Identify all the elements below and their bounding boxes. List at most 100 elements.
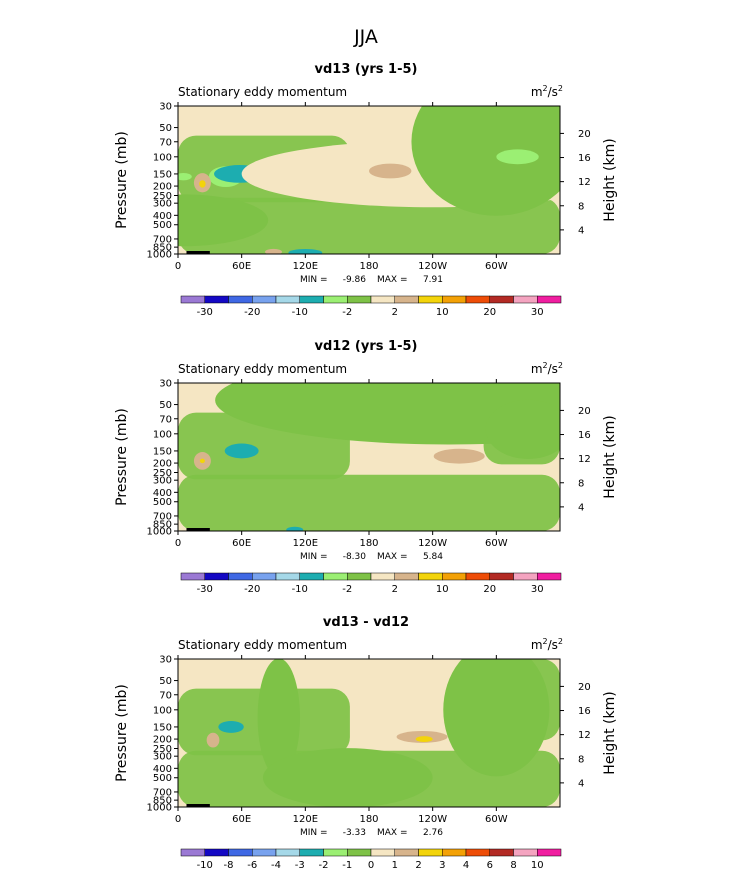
x-tick-label: 120W xyxy=(418,814,447,825)
contour-blob-4 xyxy=(433,448,485,464)
x-tick-label: 120E xyxy=(293,814,318,825)
max-value: 5.84 xyxy=(423,552,443,562)
x-tick-label: 0 xyxy=(175,261,181,272)
contour-blob-10 xyxy=(411,106,560,216)
chart-panel-1: vd13 (yrs 1-5) Stationary eddy momentum m2… xyxy=(114,62,618,318)
x-tick-label: 60W xyxy=(485,538,508,549)
colorbar-label: 2 xyxy=(415,860,421,871)
colorbar-label: -6 xyxy=(247,860,257,871)
colorbar-swatch xyxy=(347,848,372,857)
colorbar-label: -30 xyxy=(197,584,213,595)
colorbar-swatch xyxy=(275,848,300,857)
contour-blob-1 xyxy=(178,194,269,247)
chart-panel-2: vd12 (yrs 1-5) Stationary eddy momentum m2… xyxy=(114,339,618,595)
max-value: 2.76 xyxy=(423,828,443,838)
y-tick-label: 400 xyxy=(153,488,172,499)
x-tick-label: 180 xyxy=(359,538,378,549)
y-tick-label: 700 xyxy=(153,511,172,522)
colorbar-label: 6 xyxy=(487,860,493,871)
contour-blob-13 xyxy=(288,249,323,254)
y-tick-label: 250 xyxy=(153,191,172,202)
colorbar-swatch xyxy=(252,848,277,857)
y-tick-label: 70 xyxy=(159,137,172,148)
x-tick-label: 120W xyxy=(418,538,447,549)
colorbar-swatch xyxy=(204,572,229,581)
contour-band-1 xyxy=(178,474,560,531)
y-tick-label: 150 xyxy=(153,446,172,457)
height-tick-label: 12 xyxy=(578,454,591,465)
y-tick-label: 30 xyxy=(159,102,172,113)
colorbar-swatch xyxy=(394,295,419,304)
contour-blob-12 xyxy=(369,163,412,179)
colorbar-swatch xyxy=(252,295,277,304)
colorbar-swatch xyxy=(180,572,205,581)
y-tick-label: 100 xyxy=(153,705,172,716)
colorbar-label: -3 xyxy=(295,860,305,871)
contour-blob-3 xyxy=(199,458,205,464)
colorbar-label: 2 xyxy=(392,584,398,595)
colorbar-swatch xyxy=(465,848,490,857)
height-tick-label: 8 xyxy=(578,201,584,212)
y-axis-label: Pressure (mb) xyxy=(114,131,130,229)
colorbar-swatch xyxy=(370,848,395,857)
colorbar-swatch xyxy=(442,848,467,857)
colorbar-label: -20 xyxy=(244,307,260,318)
height-axis-label: Height (km) xyxy=(602,138,618,221)
min-label: MIN = xyxy=(300,828,328,838)
y-tick-label: 300 xyxy=(153,752,172,763)
colorbar-swatch xyxy=(180,295,205,304)
colorbar-swatch xyxy=(228,848,253,857)
panel-left-label: Stationary eddy momentum xyxy=(178,85,347,99)
colorbar-swatch xyxy=(299,572,324,581)
colorbar-swatch xyxy=(465,295,490,304)
y-tick-label: 50 xyxy=(159,123,172,134)
contour-band-1 xyxy=(178,197,560,254)
colorbar-swatch xyxy=(299,848,324,857)
y-tick-label: 400 xyxy=(153,211,172,222)
x-tick-label: 60W xyxy=(485,814,508,825)
min-label: MIN = xyxy=(300,552,328,562)
colorbar-swatch xyxy=(347,572,372,581)
height-tick-label: 20 xyxy=(578,406,591,417)
height-tick-label: 8 xyxy=(578,754,584,765)
y-tick-label: 250 xyxy=(153,468,172,479)
height-tick-label: 16 xyxy=(578,706,591,717)
colorbar-label: -1 xyxy=(342,860,352,871)
colorbar-swatch xyxy=(418,848,443,857)
y-tick-label: 400 xyxy=(153,764,172,775)
colorbar-swatch xyxy=(370,572,395,581)
colorbar-label: 10 xyxy=(436,307,449,318)
y-tick-label: 200 xyxy=(153,735,172,746)
colorbar-swatch xyxy=(228,572,253,581)
colorbar-swatch xyxy=(513,848,538,857)
colorbar-swatch xyxy=(323,848,348,857)
colorbar-swatch xyxy=(204,848,229,857)
colorbar-label: -2 xyxy=(319,860,329,871)
y-tick-label: 100 xyxy=(153,152,172,163)
panel-title: vd13 (yrs 1-5) xyxy=(315,62,418,77)
colorbar-swatch xyxy=(275,572,300,581)
height-tick-label: 8 xyxy=(578,478,584,489)
figure-title: JJA xyxy=(353,26,378,48)
contour-blob-1 xyxy=(224,443,259,459)
y-tick-label: 1000 xyxy=(147,250,172,261)
y-axis-label: Pressure (mb) xyxy=(114,408,130,506)
x-tick-label: 60W xyxy=(485,261,508,272)
colorbar-label: 20 xyxy=(483,584,496,595)
x-tick-label: 180 xyxy=(359,261,378,272)
terrain-mask xyxy=(186,528,210,531)
colorbar-swatch xyxy=(513,295,538,304)
max-label: MAX = xyxy=(377,552,408,562)
colorbar-label: -8 xyxy=(224,860,234,871)
colorbar-swatch xyxy=(394,848,419,857)
x-tick-label: 0 xyxy=(175,814,181,825)
contour-blob-2 xyxy=(206,732,220,748)
colorbar-swatch xyxy=(442,572,467,581)
colorbar-swatch xyxy=(489,572,514,581)
colorbar-swatch xyxy=(204,295,229,304)
x-tick-label: 120E xyxy=(293,261,318,272)
y-tick-label: 700 xyxy=(153,234,172,245)
y-tick-label: 50 xyxy=(159,400,172,411)
colorbar-label: 2 xyxy=(392,307,398,318)
